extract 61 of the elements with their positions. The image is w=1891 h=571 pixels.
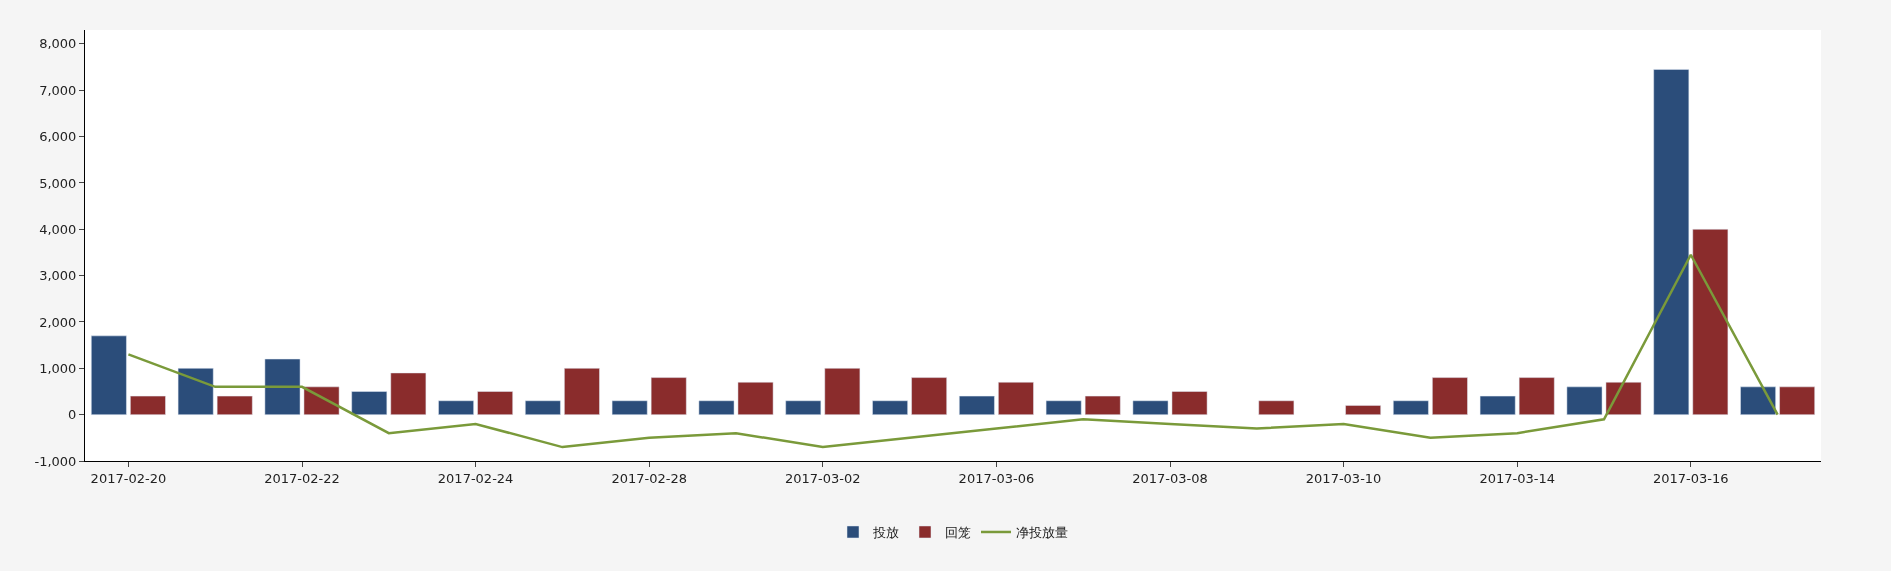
bar xyxy=(824,368,861,415)
bar xyxy=(1479,395,1516,415)
x-tick-label: 2017-03-10 xyxy=(1305,470,1382,486)
bar xyxy=(216,395,253,415)
bar xyxy=(1393,400,1429,415)
bar xyxy=(959,395,995,415)
bar xyxy=(1566,386,1603,415)
y-tick-label: 5,000 xyxy=(39,175,77,191)
y-tick-label: 7,000 xyxy=(39,82,77,98)
y-tick-label: -1,000 xyxy=(34,453,77,469)
x-tick-label: 2017-03-14 xyxy=(1479,470,1555,486)
bar xyxy=(785,400,822,415)
bar xyxy=(1779,386,1815,415)
bar xyxy=(872,400,908,415)
y-tick-label: 0 xyxy=(68,407,77,423)
bar xyxy=(1132,400,1169,415)
bar xyxy=(264,358,301,415)
bar xyxy=(477,391,513,415)
x-tick-label: 2017-03-08 xyxy=(1132,470,1208,486)
bar xyxy=(1345,405,1381,415)
bar xyxy=(351,391,388,415)
bar xyxy=(650,377,687,415)
y-tick-label: 4,000 xyxy=(39,221,77,237)
x-tick-label: 2017-02-20 xyxy=(90,470,167,486)
bar xyxy=(525,400,561,415)
y-tick-label: 2,000 xyxy=(39,314,77,330)
bar xyxy=(1740,386,1776,415)
bar xyxy=(177,368,214,415)
bar xyxy=(611,400,648,415)
y-tick-label: 1,000 xyxy=(39,360,77,376)
x-tick-label: 2017-02-24 xyxy=(437,470,514,486)
x-tick-label: 2017-03-16 xyxy=(1653,470,1729,486)
bar xyxy=(1171,391,1208,415)
bar xyxy=(998,381,1034,415)
bar xyxy=(564,368,600,415)
x-tick-label: 2017-02-28 xyxy=(611,470,687,486)
x-tick-label: 2017-02-22 xyxy=(264,470,340,486)
x-tick-label: 2017-03-06 xyxy=(958,470,1035,486)
bar xyxy=(911,377,947,415)
bar xyxy=(438,400,474,415)
bar xyxy=(130,395,166,415)
line-series xyxy=(127,253,1779,449)
bar xyxy=(1045,400,1082,415)
bar xyxy=(1084,395,1121,415)
bar xyxy=(390,372,427,415)
y-tick-label: 8,000 xyxy=(39,36,77,52)
bar xyxy=(1432,377,1468,415)
legend-label: 投放 xyxy=(872,525,899,541)
bar xyxy=(91,335,127,415)
y-tick-label: 3,000 xyxy=(39,268,77,284)
bar xyxy=(1653,69,1690,415)
y-tick-label: 6,000 xyxy=(39,129,77,145)
legend-label: 净投放量 xyxy=(1016,525,1068,541)
legend-label: 回笼 xyxy=(945,525,971,541)
bar xyxy=(737,381,774,415)
bar xyxy=(1692,229,1729,415)
bar xyxy=(698,400,735,415)
bar xyxy=(1605,381,1642,415)
bar xyxy=(1518,377,1555,415)
x-tick-label: 2017-03-02 xyxy=(785,470,861,486)
bar xyxy=(1258,400,1295,415)
